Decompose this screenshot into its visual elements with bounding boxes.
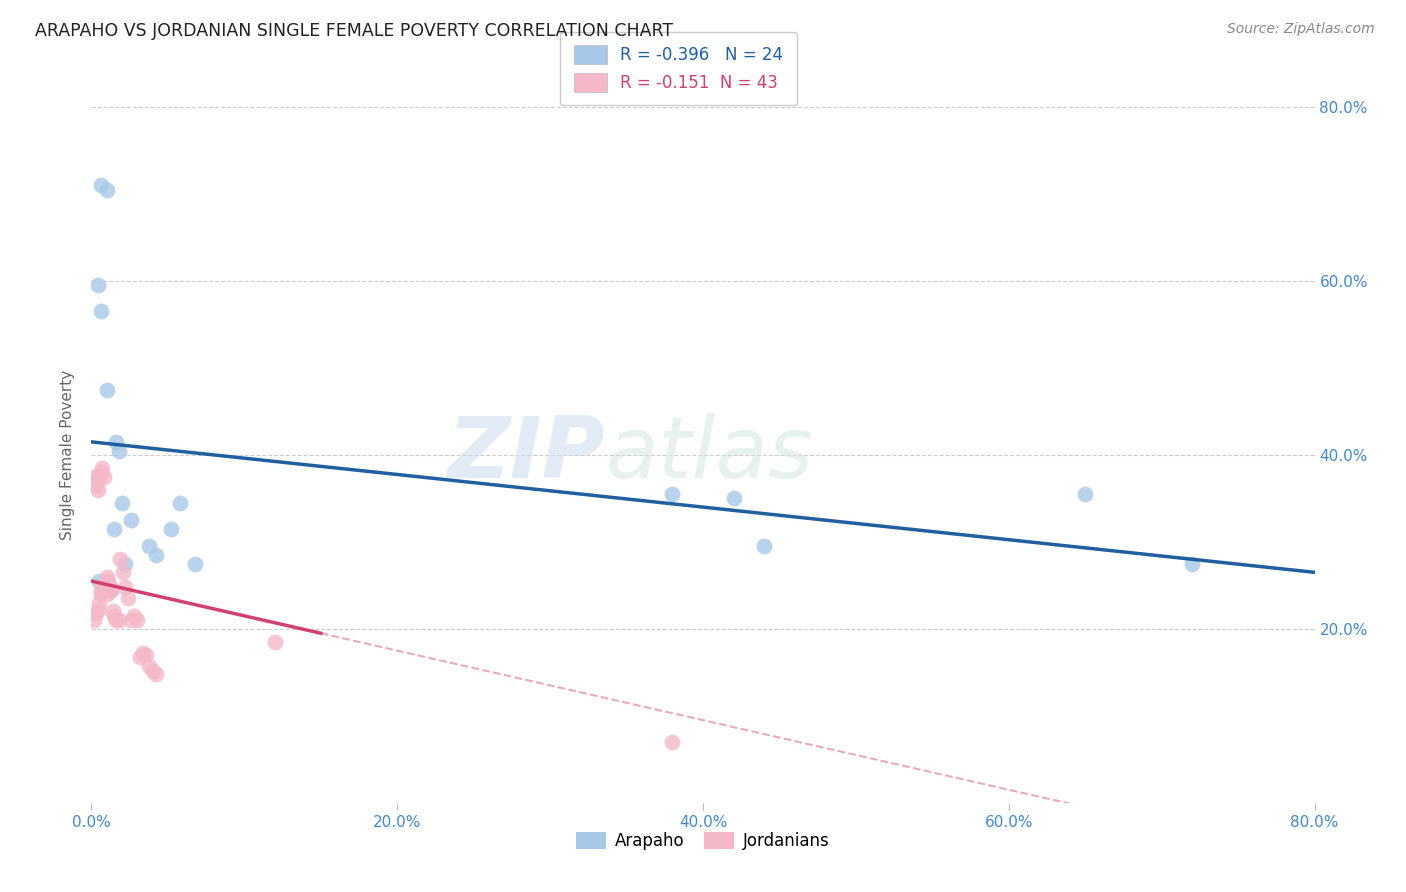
Text: ARAPAHO VS JORDANIAN SINGLE FEMALE POVERTY CORRELATION CHART: ARAPAHO VS JORDANIAN SINGLE FEMALE POVER…	[35, 22, 673, 40]
Text: atlas: atlas	[605, 413, 813, 497]
Point	[90, 587, 112, 601]
Point	[145, 667, 167, 681]
Point	[93, 578, 115, 592]
Point	[120, 513, 142, 527]
Point	[264, 635, 287, 649]
Point	[96, 383, 118, 397]
Point	[91, 461, 114, 475]
Point	[101, 605, 124, 619]
Point	[135, 648, 157, 662]
Point	[108, 443, 131, 458]
Point	[132, 646, 155, 660]
Point	[86, 483, 108, 497]
Point	[87, 574, 110, 588]
Point	[100, 582, 122, 597]
Point	[94, 582, 117, 597]
Point	[90, 466, 112, 480]
Point	[127, 613, 149, 627]
Point	[120, 613, 142, 627]
Point	[86, 603, 108, 617]
Y-axis label: Single Female Poverty: Single Female Poverty	[60, 370, 76, 540]
Point	[93, 578, 115, 592]
Point	[723, 491, 745, 506]
Point	[90, 582, 112, 597]
Point	[93, 469, 115, 483]
Point	[96, 587, 118, 601]
Point	[84, 606, 107, 620]
Point	[114, 557, 136, 571]
Point	[129, 649, 152, 664]
Point	[83, 613, 105, 627]
Point	[1181, 557, 1204, 571]
Point	[169, 496, 191, 510]
Point	[83, 469, 105, 483]
Point	[112, 566, 135, 580]
Text: Source: ZipAtlas.com: Source: ZipAtlas.com	[1227, 22, 1375, 37]
Point	[94, 582, 117, 597]
Point	[87, 469, 110, 483]
Point	[103, 522, 125, 536]
Point	[91, 580, 114, 594]
Point	[754, 539, 776, 553]
Point	[97, 574, 120, 588]
Text: ZIP: ZIP	[447, 413, 605, 497]
Point	[90, 304, 112, 318]
Point	[90, 178, 112, 193]
Point	[184, 557, 207, 571]
Point	[138, 659, 160, 673]
Point	[117, 591, 139, 606]
Point	[138, 539, 160, 553]
Point	[122, 608, 145, 623]
Point	[100, 582, 122, 597]
Point	[96, 570, 118, 584]
Point	[1074, 487, 1097, 501]
Point	[661, 735, 683, 749]
Point	[104, 613, 127, 627]
Point	[141, 664, 163, 678]
Point	[96, 183, 118, 197]
Point	[160, 522, 183, 536]
Point	[108, 613, 131, 627]
Point	[82, 474, 104, 488]
Point	[114, 580, 136, 594]
Point	[86, 278, 108, 293]
Point	[84, 478, 107, 492]
Point	[661, 487, 683, 501]
Point	[145, 548, 167, 562]
Point	[104, 434, 127, 449]
Point	[96, 578, 118, 592]
Point	[87, 596, 110, 610]
Legend: Arapaho, Jordanians: Arapaho, Jordanians	[569, 826, 837, 857]
Point	[98, 580, 121, 594]
Point	[111, 496, 134, 510]
Point	[103, 608, 125, 623]
Point	[110, 552, 132, 566]
